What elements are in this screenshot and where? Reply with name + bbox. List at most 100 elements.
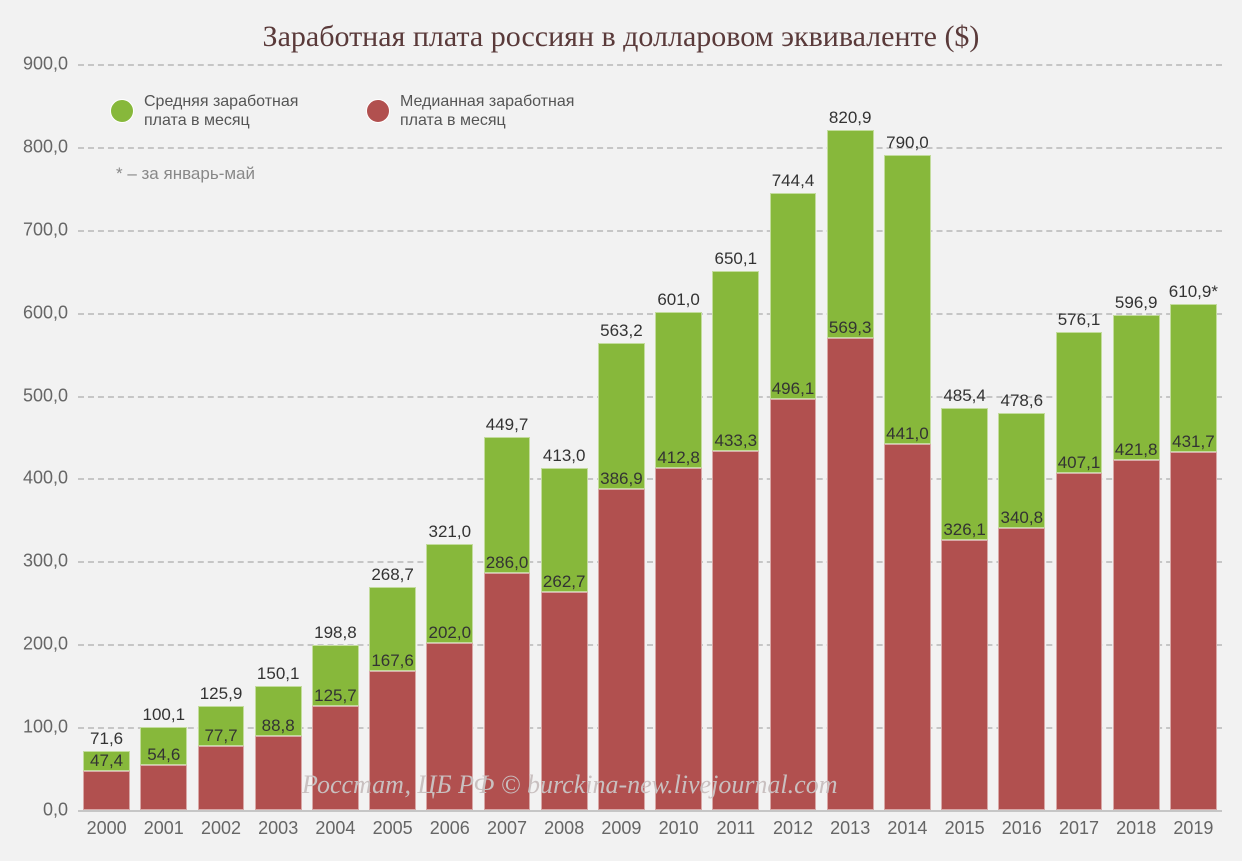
value-label-median: 47,4: [90, 751, 123, 771]
legend-item-average: Средняя заработная плата в месяц: [110, 92, 334, 130]
xtick-label: 2015: [945, 818, 985, 839]
ytick-label: 600,0: [8, 302, 68, 323]
value-label-average: 790,0: [886, 133, 929, 153]
value-label-median: 286,0: [486, 553, 529, 573]
bar-median: [884, 444, 931, 810]
ytick-label: 700,0: [8, 219, 68, 240]
ytick-label: 300,0: [8, 551, 68, 572]
value-label-median: 407,1: [1058, 453, 1101, 473]
bar-median: [369, 671, 416, 810]
bar-median: [827, 338, 874, 810]
value-label-average: 478,6: [1001, 391, 1044, 411]
xtick-label: 2014: [887, 818, 927, 839]
xtick-label: 2007: [487, 818, 527, 839]
value-label-median: 262,7: [543, 572, 586, 592]
value-label-average: 820,9: [829, 108, 872, 128]
value-label-average: 601,0: [657, 290, 700, 310]
chart-root: Заработная плата россиян в долларовом эк…: [0, 0, 1242, 861]
value-label-median: 496,1: [772, 379, 815, 399]
bar-median: [712, 451, 759, 810]
value-label-average: 610,9*: [1169, 282, 1218, 302]
legend-label-median: Медианная заработная плата в месяц: [400, 92, 590, 130]
bar-average: [770, 193, 817, 399]
bar-average: [655, 312, 702, 468]
bar-average: [1113, 315, 1160, 460]
ytick-label: 0,0: [8, 800, 68, 821]
value-label-average: 413,0: [543, 446, 586, 466]
legend-label-average: Средняя заработная плата в месяц: [144, 92, 334, 130]
xtick-label: 2003: [258, 818, 298, 839]
xtick-label: 2017: [1059, 818, 1099, 839]
bar-median: [426, 643, 473, 810]
value-label-median: 77,7: [204, 726, 237, 746]
value-label-average: 198,8: [314, 623, 357, 643]
value-label-average: 744,4: [772, 171, 815, 191]
value-label-average: 650,1: [715, 249, 758, 269]
gridline: [78, 230, 1222, 232]
bar-median: [541, 592, 588, 810]
xtick-label: 2012: [773, 818, 813, 839]
value-label-median: 340,8: [1001, 508, 1044, 528]
gridline: [78, 147, 1222, 149]
xtick-label: 2009: [601, 818, 641, 839]
xtick-label: 2010: [659, 818, 699, 839]
value-label-median: 88,8: [262, 716, 295, 736]
xtick-label: 2001: [144, 818, 184, 839]
value-label-average: 100,1: [143, 705, 186, 725]
legend-dot-median: [366, 99, 390, 123]
value-label-median: 125,7: [314, 686, 357, 706]
value-label-median: 441,0: [886, 424, 929, 444]
bar-median: [598, 489, 645, 810]
xtick-label: 2005: [373, 818, 413, 839]
xtick-label: 2016: [1002, 818, 1042, 839]
bar-median: [198, 746, 245, 810]
value-label-average: 150,1: [257, 664, 300, 684]
bar-median: [655, 468, 702, 810]
value-label-average: 321,0: [429, 522, 472, 542]
value-label-median: 433,3: [715, 431, 758, 451]
xtick-label: 2018: [1116, 818, 1156, 839]
gridline: [78, 478, 1222, 480]
gridline: [78, 727, 1222, 729]
bar-median: [998, 528, 1045, 810]
bar-average: [598, 343, 645, 489]
value-label-median: 431,7: [1172, 432, 1215, 452]
xtick-label: 2004: [315, 818, 355, 839]
ytick-label: 100,0: [8, 717, 68, 738]
bar-median: [140, 765, 187, 810]
value-label-average: 485,4: [943, 386, 986, 406]
xtick-label: 2013: [830, 818, 870, 839]
bar-average: [1170, 304, 1217, 453]
legend-item-median: Медианная заработная плата в месяц: [366, 92, 590, 130]
xtick-label: 2002: [201, 818, 241, 839]
bar-average: [712, 271, 759, 451]
bar-median: [1170, 452, 1217, 810]
value-label-median: 412,8: [657, 448, 700, 468]
gridline: [78, 561, 1222, 563]
gridline: [78, 644, 1222, 646]
bar-average: [1056, 332, 1103, 472]
value-label-median: 386,9: [600, 469, 643, 489]
ytick-label: 900,0: [8, 54, 68, 75]
bar-median: [83, 771, 130, 810]
value-label-median: 421,8: [1115, 440, 1158, 460]
value-label-average: 563,2: [600, 321, 643, 341]
xtick-label: 2000: [87, 818, 127, 839]
value-label-median: 326,1: [943, 520, 986, 540]
bar-average: [827, 130, 874, 339]
gridline: [78, 313, 1222, 315]
bar-median: [255, 736, 302, 810]
value-label-average: 125,9: [200, 684, 243, 704]
chart-title: Заработная плата россиян в долларовом эк…: [0, 20, 1242, 54]
bar-median: [1113, 460, 1160, 810]
value-label-average: 449,7: [486, 415, 529, 435]
bar-median: [312, 706, 359, 810]
value-label-median: 569,3: [829, 318, 872, 338]
xtick-label: 2008: [544, 818, 584, 839]
legend-dot-average: [110, 99, 134, 123]
legend: Средняя заработная плата в месяц Медианн…: [110, 92, 618, 130]
bar-median: [1056, 473, 1103, 810]
ytick-label: 800,0: [8, 136, 68, 157]
value-label-median: 54,6: [147, 745, 180, 765]
bar-median: [484, 573, 531, 810]
